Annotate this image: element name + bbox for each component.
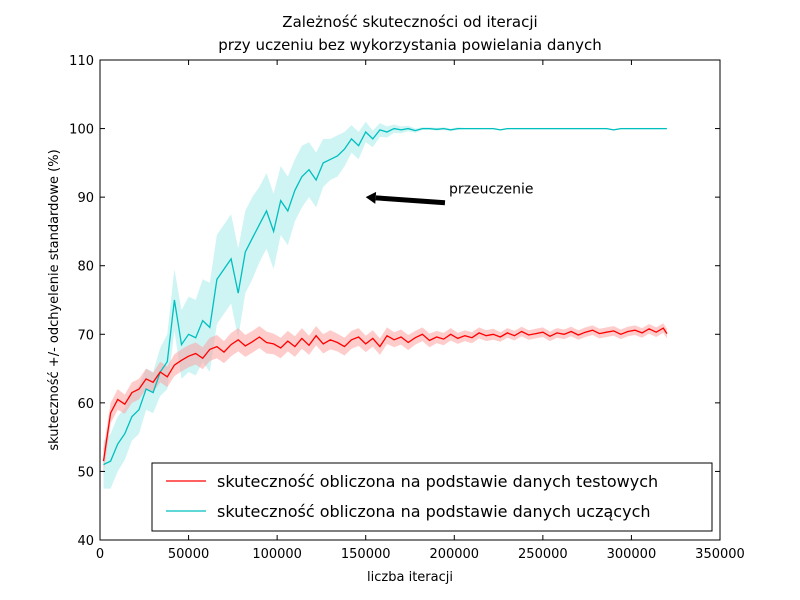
legend-entry-train: skuteczność obliczona na podstawie danyc… [217,502,651,521]
x-tick-label: 50000 [168,547,209,562]
y-tick-label: 40 [77,534,94,549]
y-tick-label: 90 [77,191,94,206]
x-axis-label: liczba iteracji [367,570,453,585]
legend: skuteczność obliczona na podstawie danyc… [151,462,713,532]
y-axis-label: skuteczność +/- odchyelenie standardowe … [47,149,62,450]
series-line-train [103,127,667,466]
std-bands [103,121,667,489]
y-tick-label: 70 [77,328,94,343]
std-band-train [103,121,667,489]
overfitting-annotation: przeuczenie [365,182,534,206]
x-tick-label: 250000 [518,547,568,562]
y-tick-label: 100 [69,123,94,138]
std-band-test [103,323,667,474]
x-tick-label: 200000 [429,547,479,562]
chart-title-line-1: Zależność skuteczności od iteracji [282,13,537,31]
legend-box [151,462,713,532]
chart-title-line-2: przy uczeniu bez wykorzystania powielani… [218,36,602,54]
x-axis-ticks: 0 50000 100000 150000 200000 250000 300000 3500… [96,60,745,562]
x-tick-label: 100000 [252,547,302,562]
x-tick-label: 300000 [607,547,657,562]
y-tick-label: 60 [77,397,94,412]
y-tick-label: 80 [77,260,94,275]
legend-entry-test: skuteczność obliczona na podstawie danyc… [217,472,658,491]
series-lines [102,127,668,466]
y-axis-ticks: 40 50 60 70 80 90 100 110 [69,54,720,549]
annotation-text: przeuczenie [449,182,534,198]
x-tick-label: 150000 [341,547,391,562]
y-tick-label: 50 [77,465,94,480]
x-tick-label: 350000 [695,547,745,562]
annotation-arrow-shaft [375,195,446,206]
annotation-arrow-head [365,191,377,204]
y-tick-label: 110 [69,54,94,69]
plot-frame [99,59,721,541]
x-tick-label: 0 [96,547,104,562]
series-line-test [102,327,668,462]
